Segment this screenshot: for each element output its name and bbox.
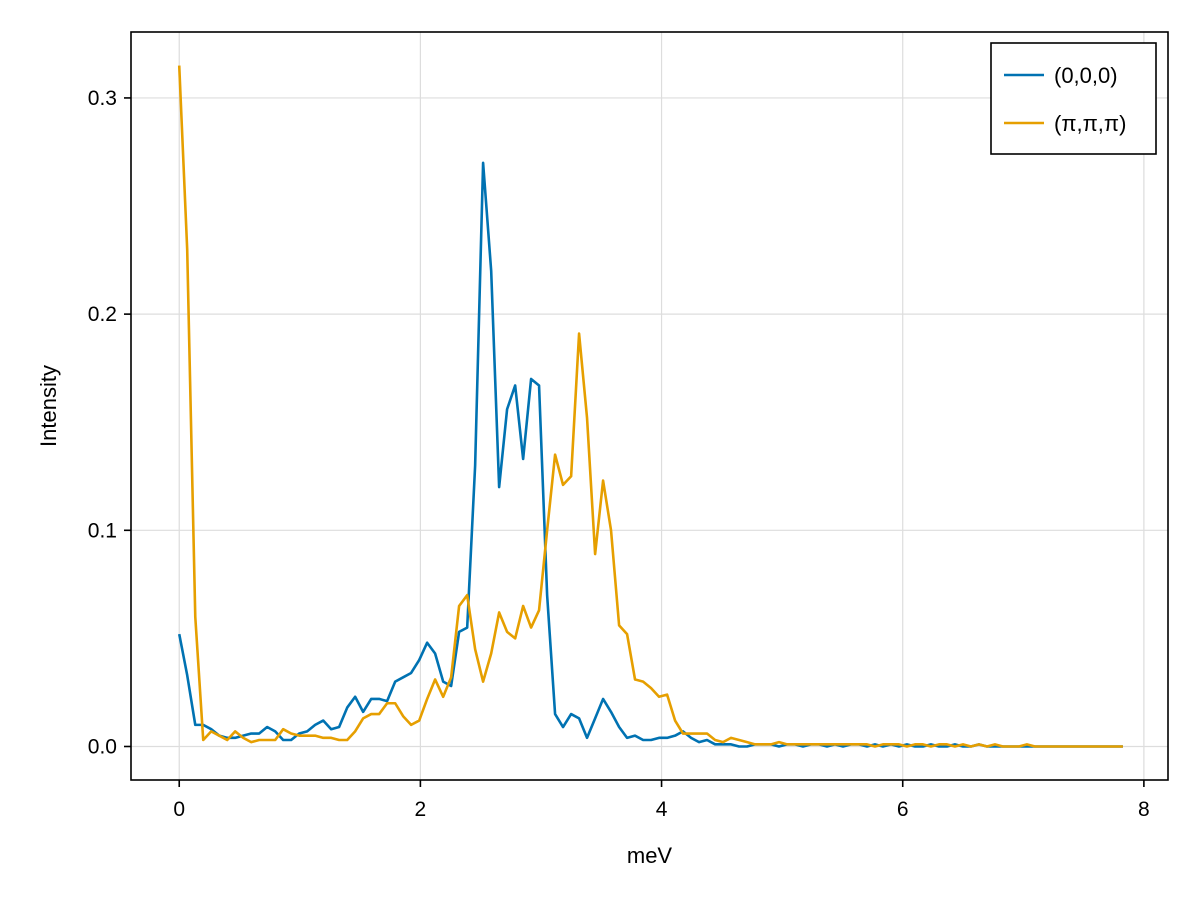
x-tick-label: 2 xyxy=(415,798,427,821)
legend-box xyxy=(990,42,1157,155)
y-tick-label: 0.2 xyxy=(88,303,117,326)
y-tick-label: 0.0 xyxy=(88,735,117,758)
legend-label-1: (π,π,π) xyxy=(1054,111,1126,136)
x-tick-label: 6 xyxy=(897,798,909,821)
y-tick-label: 0.1 xyxy=(88,519,117,542)
series-layer xyxy=(177,65,1123,748)
legend-label-0: (0,0,0) xyxy=(1054,63,1118,88)
y-tick-label: 0.3 xyxy=(88,87,117,110)
x-tick-label: 4 xyxy=(656,798,668,821)
y-axis-label: Intensity xyxy=(36,365,61,447)
series-line-0 xyxy=(177,161,1123,748)
axis-ticks: 0 2 4 6 8 0.0 0.1 0.2 0.3 xyxy=(88,87,1150,821)
x-tick-label: 8 xyxy=(1138,798,1150,821)
legend: (0,0,0) (π,π,π) xyxy=(990,42,1157,155)
x-axis-label: meV xyxy=(627,843,673,868)
series-line-1 xyxy=(177,65,1123,748)
x-tick-label: 0 xyxy=(173,798,185,821)
plot-frame xyxy=(130,31,1169,781)
